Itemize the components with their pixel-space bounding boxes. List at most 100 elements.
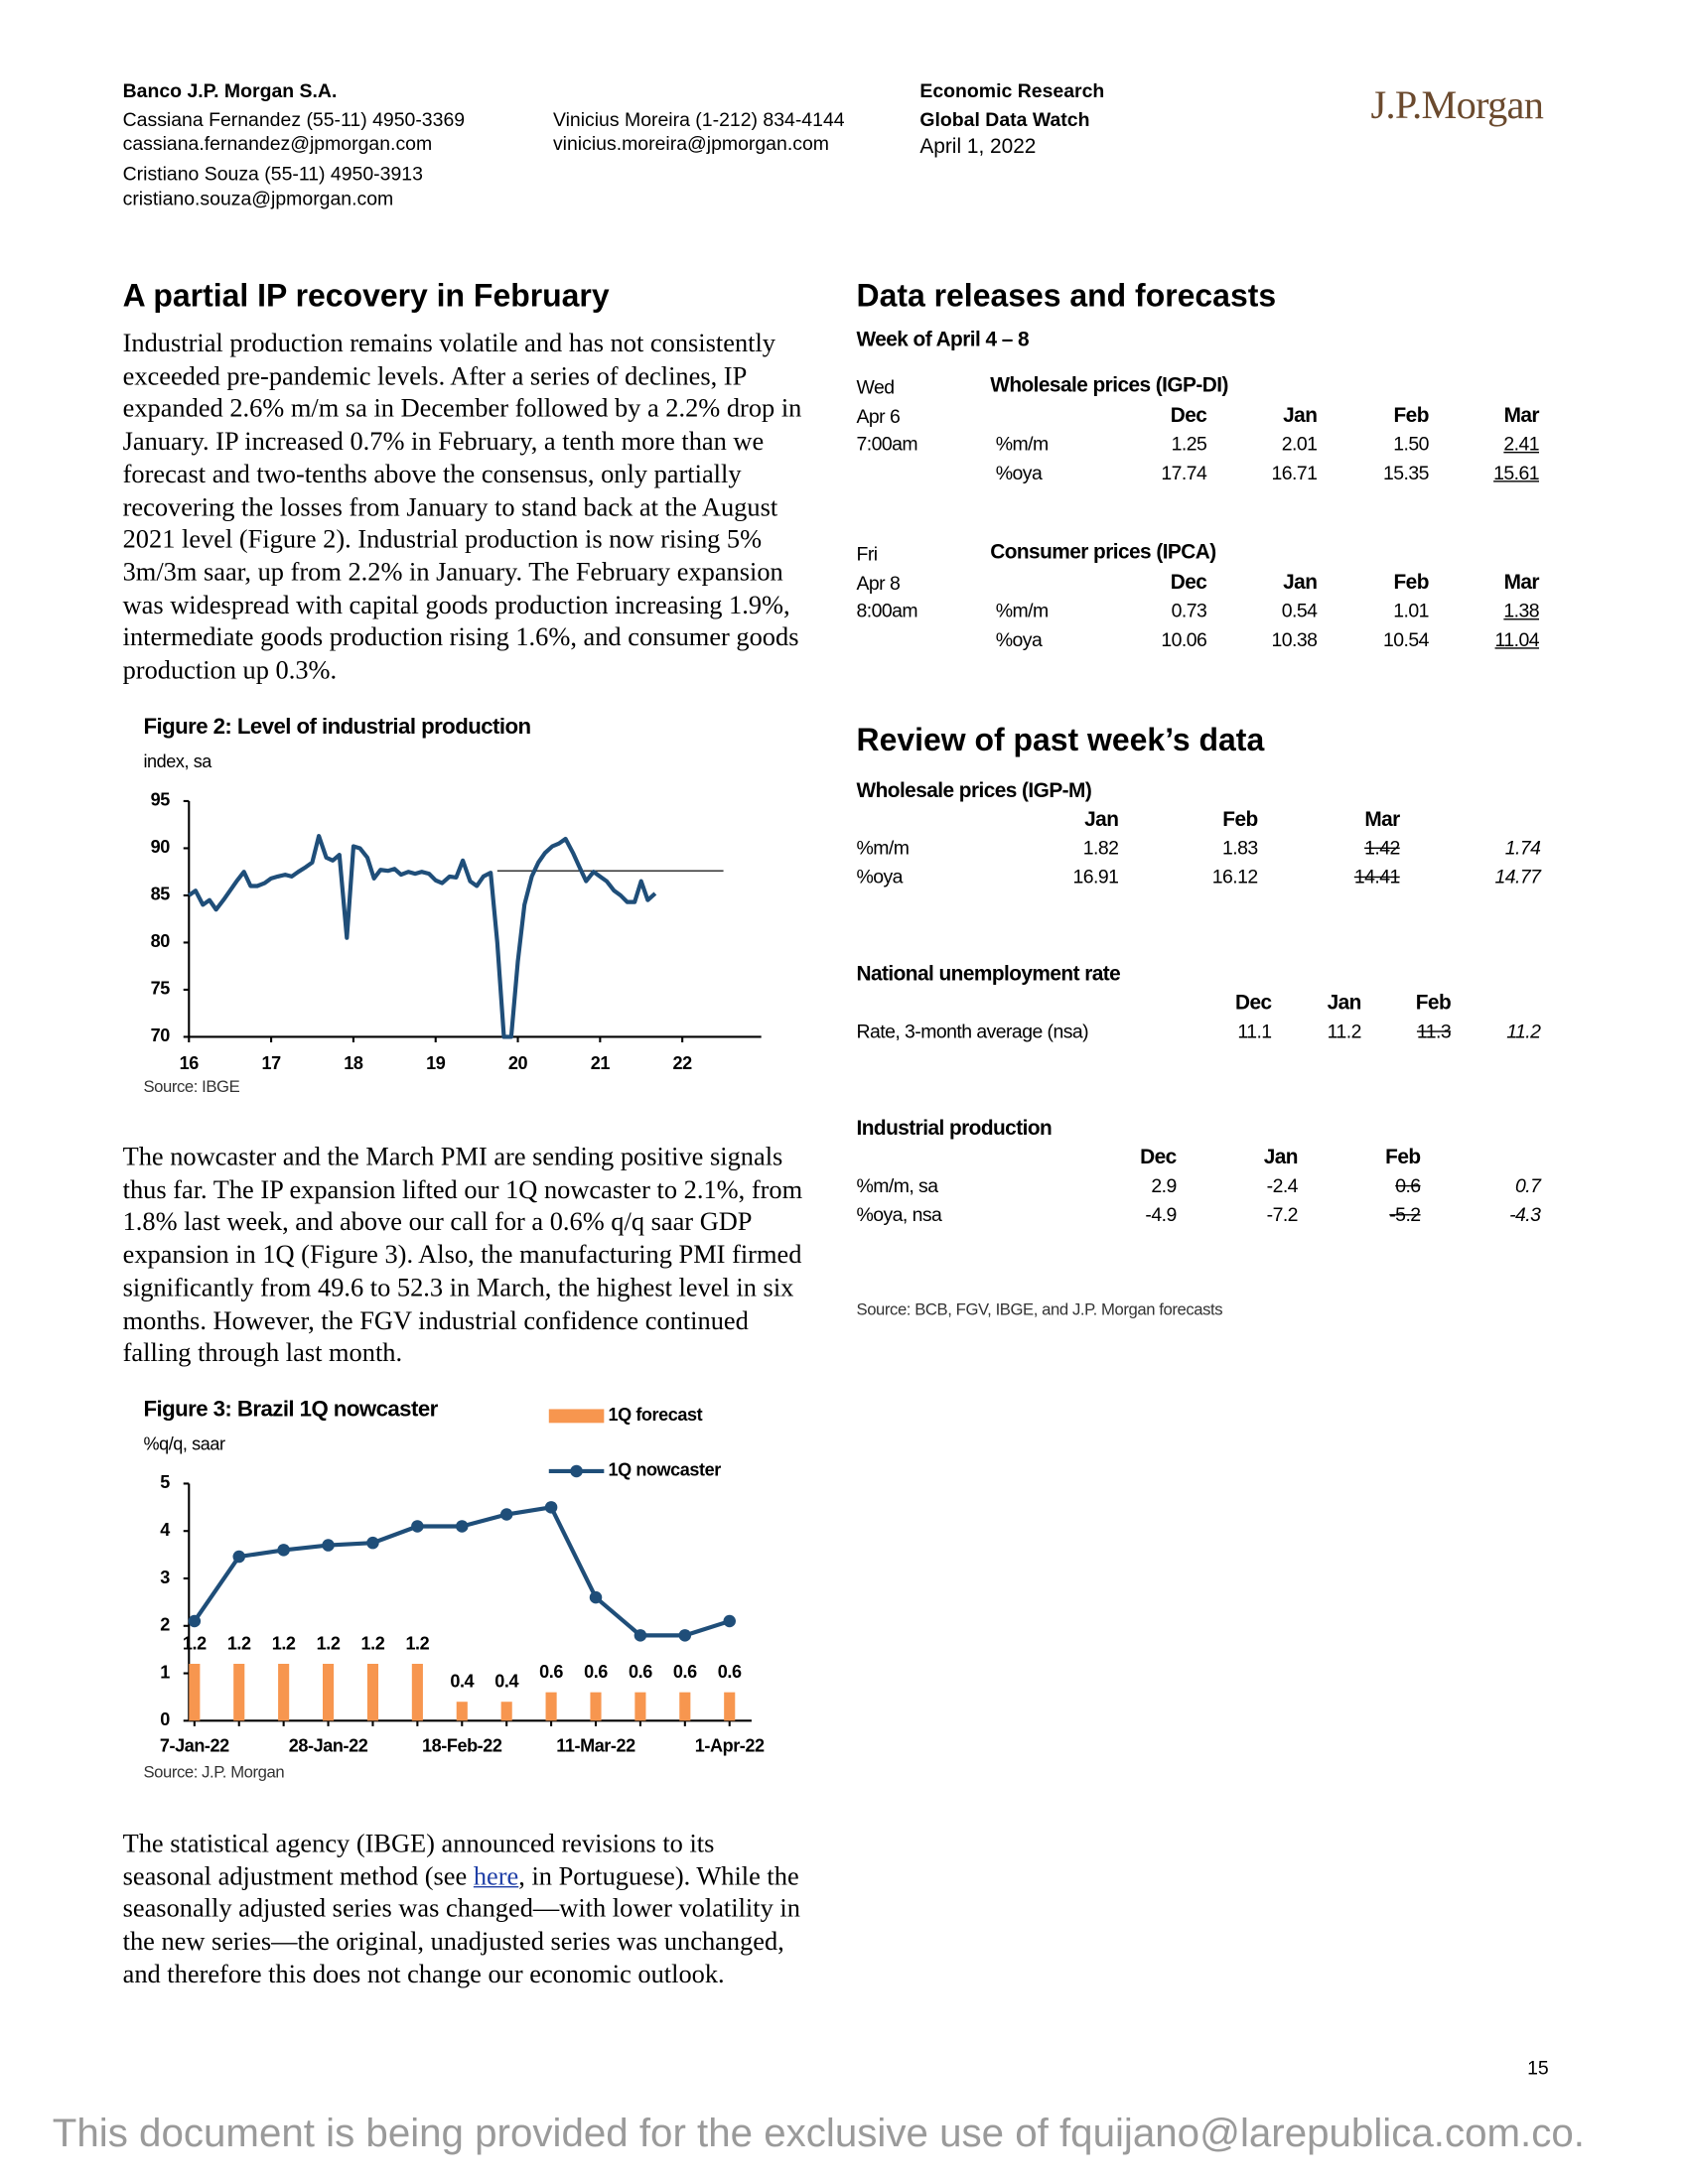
paragraph-text: The statistical agency (IBGE) announced … xyxy=(122,1830,715,1892)
department: Economic Research xyxy=(919,79,1105,102)
column-header: Dec xyxy=(1170,571,1207,595)
table-cell: 15.61 xyxy=(1493,461,1540,483)
chart-title: Figure 3: Brazil 1Q nowcaster xyxy=(143,1397,438,1422)
line-marker xyxy=(633,1629,647,1642)
column-header: Jan xyxy=(1283,571,1318,595)
table-cell: 11.2 xyxy=(1327,1020,1362,1042)
page-number: 15 xyxy=(1527,2056,1549,2079)
x-tick-label: 22 xyxy=(673,1053,693,1073)
author-line: Cassiana Fernandez (55-11) 4950-3369 xyxy=(122,108,466,131)
table-cell: 16.71 xyxy=(1271,461,1318,483)
article-title: A partial IP recovery in February xyxy=(122,277,610,314)
line-marker xyxy=(232,1550,245,1564)
section-title: Data releases and forecasts xyxy=(856,277,1277,314)
line-marker xyxy=(589,1590,603,1604)
bar xyxy=(545,1692,557,1721)
row-label: %oya xyxy=(995,627,1043,651)
legend-label: 1Q forecast xyxy=(609,1405,703,1425)
column-header: Dec xyxy=(1140,1146,1177,1169)
y-tick-label: 3 xyxy=(160,1568,170,1587)
data-line xyxy=(188,834,657,1039)
release-title: Consumer prices (IPCA) xyxy=(990,540,1216,565)
column-header: Jan xyxy=(1283,403,1318,428)
paragraph-text: , in Portuguese). While the seasonally a… xyxy=(122,1861,800,1989)
link[interactable]: here xyxy=(473,1861,519,1892)
bar-value-label: 1.2 xyxy=(317,1633,341,1653)
table-cell: 0.7 xyxy=(1515,1173,1541,1197)
table-cell: 0.6 xyxy=(1395,1173,1421,1197)
y-tick-label: 4 xyxy=(160,1520,170,1540)
bar-value-label: 1.2 xyxy=(227,1633,251,1653)
author-email: cristiano.souza@jpmorgan.com xyxy=(122,187,394,209)
table-cell: 1.42 xyxy=(1364,836,1400,859)
line-marker xyxy=(366,1536,379,1550)
release-date: Apr 8 xyxy=(856,571,901,595)
x-tick-label: 16 xyxy=(180,1053,200,1073)
chart-source: Source: J.P. Morgan xyxy=(143,1763,284,1782)
table-cell: 0.54 xyxy=(1281,599,1318,621)
column-header: Mar xyxy=(1503,403,1540,428)
bar xyxy=(500,1702,512,1721)
bar xyxy=(456,1702,468,1721)
row-label: %oya xyxy=(856,865,904,887)
release-time: 7:00am xyxy=(856,432,918,455)
y-tick-label: 85 xyxy=(151,885,171,904)
release-title: Wholesale prices (IGP-DI) xyxy=(990,373,1228,398)
table-cell: 1.25 xyxy=(1171,432,1207,455)
table-cell: 2.01 xyxy=(1281,432,1318,455)
bar xyxy=(323,1664,335,1721)
row-label: %m/m, sa xyxy=(856,1173,939,1197)
line-marker xyxy=(322,1539,335,1552)
table-cell: 15.35 xyxy=(1382,461,1429,483)
line-marker xyxy=(723,1614,736,1628)
table-cell: -2.4 xyxy=(1266,1173,1299,1197)
x-tick-label: 11-Mar-22 xyxy=(556,1735,635,1755)
usage-notice: This document is being provided for the … xyxy=(52,2112,1585,2156)
x-tick-label: 28-Jan-22 xyxy=(289,1735,368,1755)
paragraph-text: Industrial production remains volatile a… xyxy=(122,329,802,686)
x-tick-label: 1-Apr-22 xyxy=(695,1735,765,1755)
table-cell: 14.41 xyxy=(1353,865,1400,887)
x-tick-label: 21 xyxy=(591,1053,611,1073)
line-marker xyxy=(411,1520,424,1533)
release-day: Fri xyxy=(856,542,879,565)
table-cell: 0.73 xyxy=(1171,599,1207,621)
bar xyxy=(278,1664,290,1721)
x-tick-label: 19 xyxy=(426,1053,446,1073)
bar-value-label: 1.2 xyxy=(272,1633,296,1653)
table-cell: -5.2 xyxy=(1389,1202,1421,1226)
bar-value-label: 1.2 xyxy=(361,1633,385,1653)
publication: Global Data Watch xyxy=(919,108,1090,131)
author-line: Vinicius Moreira (1-212) 834-4144 xyxy=(552,108,845,131)
section-title: Review of past week’s data xyxy=(856,721,1265,757)
bar-value-label: 0.4 xyxy=(494,1672,518,1692)
x-tick-label: 7-Jan-22 xyxy=(160,1735,229,1755)
table-cell: 11.04 xyxy=(1494,627,1540,651)
line-marker xyxy=(277,1544,290,1557)
paragraph: Industrial production remains volatile a… xyxy=(123,329,804,688)
bar-value-label: 0.6 xyxy=(718,1662,742,1682)
table-source: Source: BCB, FGV, IBGE, and J.P. Morgan … xyxy=(856,1299,1223,1319)
legend-swatch xyxy=(548,1409,605,1424)
table-cell: 11.2 xyxy=(1506,1020,1541,1042)
bar xyxy=(411,1664,423,1721)
y-tick-label: 5 xyxy=(160,1472,170,1492)
column-header: Mar xyxy=(1503,571,1540,595)
line-marker xyxy=(678,1629,692,1642)
column-header: Jan xyxy=(1263,1146,1299,1169)
row-label: %oya, nsa xyxy=(856,1202,942,1226)
bar xyxy=(724,1692,736,1721)
table-cell: 17.74 xyxy=(1161,461,1207,483)
bar-value-label: 1.2 xyxy=(183,1633,207,1653)
bar xyxy=(189,1664,201,1721)
table-cell: -4.9 xyxy=(1145,1202,1177,1226)
table-cell: 2.9 xyxy=(1151,1173,1177,1197)
y-tick-label: 75 xyxy=(151,979,171,999)
table-title: Industrial production xyxy=(856,1117,1053,1141)
table-cell: 14.77 xyxy=(1494,865,1541,887)
y-tick-label: 0 xyxy=(160,1709,170,1729)
table-cell: 10.06 xyxy=(1161,627,1207,651)
table-title: National unemployment rate xyxy=(856,962,1121,987)
column-header: Mar xyxy=(1364,807,1400,832)
